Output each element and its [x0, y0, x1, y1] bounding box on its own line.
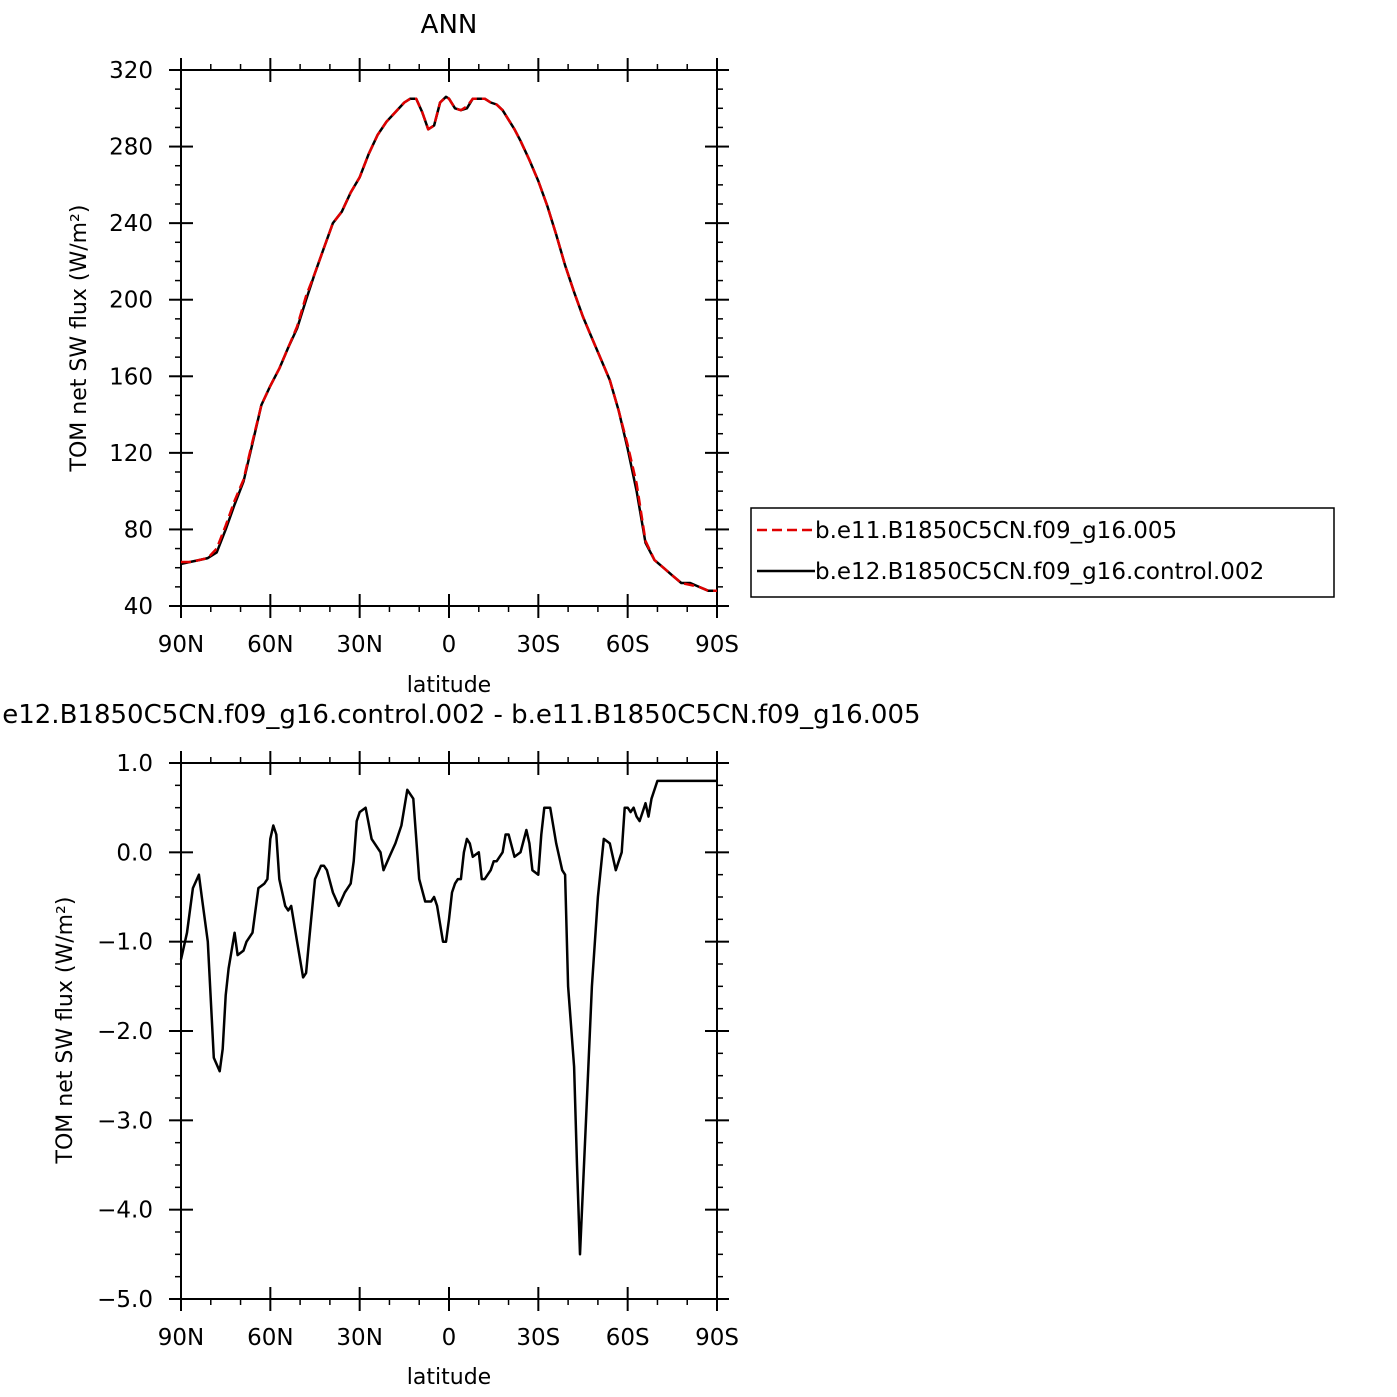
- y-tick-label: 120: [109, 441, 153, 467]
- x-tick-label: 30N: [336, 632, 382, 658]
- x-tick-label: 30N: [336, 1325, 382, 1351]
- x-tick-label: 90S: [695, 1325, 739, 1351]
- x-tick-label: 60N: [247, 1325, 293, 1351]
- legend-label-series-1: b.e11.B1850C5CN.f09_g16.005: [815, 518, 1177, 544]
- y-tick-label: −4.0: [97, 1198, 153, 1224]
- y-tick-label: 280: [109, 135, 153, 161]
- zonal-mean-chart: ANN 90N 60N 30N 0 30S 60S 90S 40 80 120 160 200 240 2…: [67, 10, 739, 698]
- x-tick-label: 30S: [516, 1325, 560, 1351]
- x-tick-label: 60N: [247, 632, 293, 658]
- x-tick-label: 30S: [516, 632, 560, 658]
- y-tick-label: 80: [124, 517, 153, 543]
- series-line-1: [181, 95, 717, 592]
- chart-title: ANN: [421, 10, 478, 40]
- x-tick-label: 90N: [158, 632, 204, 658]
- y-tick-label: 40: [124, 594, 153, 620]
- x-tick-label: 60S: [606, 632, 650, 658]
- x-tick-label: 60S: [606, 1325, 650, 1351]
- y-tick-label: 320: [109, 58, 153, 84]
- difference-x-axis-title: latitude: [407, 1365, 491, 1390]
- y-tick-label: 240: [109, 211, 153, 237]
- difference-y-axis-title: TOM net SW flux (W/m²): [53, 897, 78, 1165]
- y-tick-label: 0.0: [116, 840, 153, 866]
- x-axis-title: latitude: [407, 673, 491, 698]
- plot-frame: [180, 69, 718, 607]
- y-tick-label: 160: [109, 364, 153, 390]
- y-tick-label: −1.0: [97, 930, 153, 956]
- series-line-2: [180, 95, 717, 592]
- y-tick-label: 200: [109, 288, 153, 314]
- y-tick-label: −2.0: [97, 1019, 153, 1045]
- legend: b.e11.B1850C5CN.f09_g16.005 b.e12.B1850C…: [750, 507, 1335, 598]
- x-tick-label: 90N: [158, 1325, 204, 1351]
- y-tick-label: 1.0: [116, 751, 153, 777]
- legend-box: [750, 507, 1335, 598]
- legend-label-series-2: b.e12.B1850C5CN.f09_g16.control.002: [815, 559, 1264, 585]
- series-line-1: [179, 779, 717, 1256]
- y-tick-label: −3.0: [97, 1108, 153, 1134]
- x-tick-label: 90S: [695, 632, 739, 658]
- x-tick-label: 0: [442, 1325, 457, 1351]
- difference-chart-title: b.e12.B1850C5CN.f09_g16.control.002 - b.…: [0, 700, 921, 730]
- y-tick-label: −5.0: [97, 1287, 153, 1313]
- x-tick-label: 0: [442, 632, 457, 658]
- y-axis-title: TOM net SW flux (W/m²): [67, 205, 92, 473]
- difference-plot-frame: [180, 762, 718, 1300]
- difference-chart: b.e12.B1850C5CN.f09_g16.control.002 - b.…: [0, 700, 921, 1390]
